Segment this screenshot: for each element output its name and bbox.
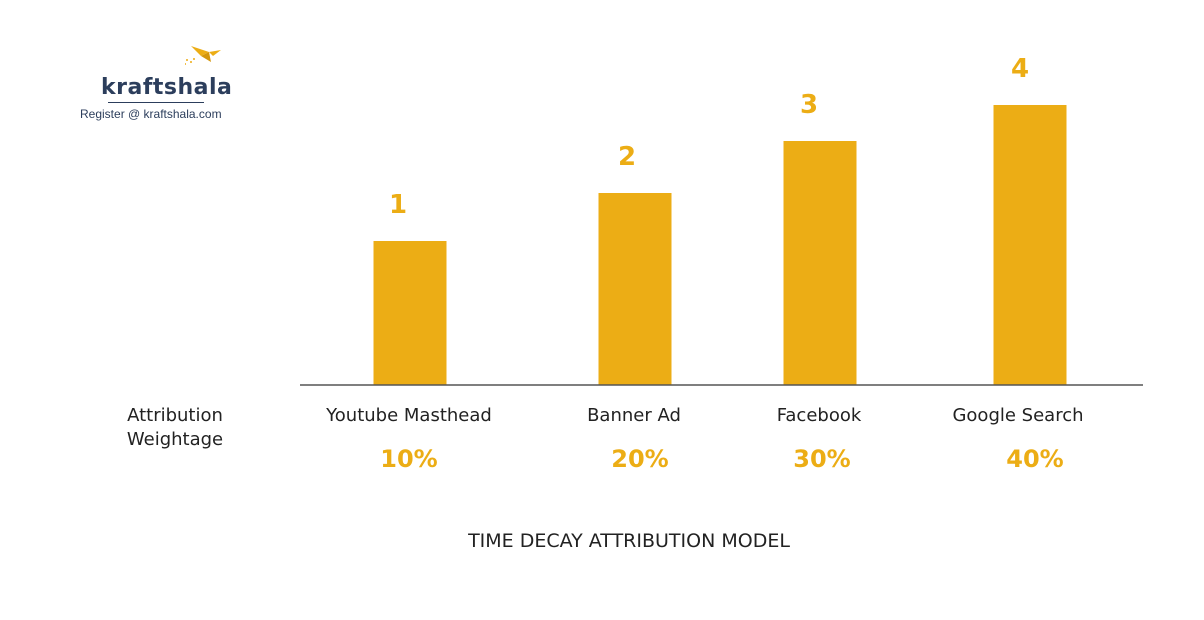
bar-value-label: 4 xyxy=(1011,54,1029,84)
row-label-line-2: Weightage xyxy=(126,429,224,450)
brand-logo: kraftshala Register @ kraftshala.com xyxy=(70,40,240,130)
brand-underline xyxy=(108,102,204,103)
register-text: Register @ kraftshala.com xyxy=(80,107,222,121)
weightage-label: 30% xyxy=(793,445,850,473)
bars-layer: 1 Youtube Masthead 10% 2 Banner Ad 20% 3 Facebo… xyxy=(325,54,1083,473)
category-label: Facebook xyxy=(777,405,862,426)
bar-value-label: 1 xyxy=(389,190,407,220)
bar-google-search xyxy=(993,105,1067,385)
chart-title: TIME DECAY ATTRIBUTION MODEL xyxy=(468,530,790,552)
bird-logo-icon xyxy=(185,46,221,65)
category-label: Banner Ad xyxy=(587,405,681,426)
bar-youtube-masthead xyxy=(373,241,447,385)
weightage-label: 40% xyxy=(1006,445,1063,473)
category-label: Google Search xyxy=(952,405,1083,426)
row-label-attribution-weightage: Attribution Weightage xyxy=(100,404,250,452)
category-label: Youtube Masthead xyxy=(325,405,492,426)
bar-facebook xyxy=(783,141,857,385)
bar-banner-ad xyxy=(598,193,672,385)
bar-value-label: 2 xyxy=(618,142,636,172)
row-label-line-1: Attribution xyxy=(127,405,223,426)
brand-name: kraftshala xyxy=(101,75,233,100)
weightage-label: 10% xyxy=(380,445,437,473)
bar-value-label: 3 xyxy=(800,90,818,120)
weightage-label: 20% xyxy=(611,445,668,473)
